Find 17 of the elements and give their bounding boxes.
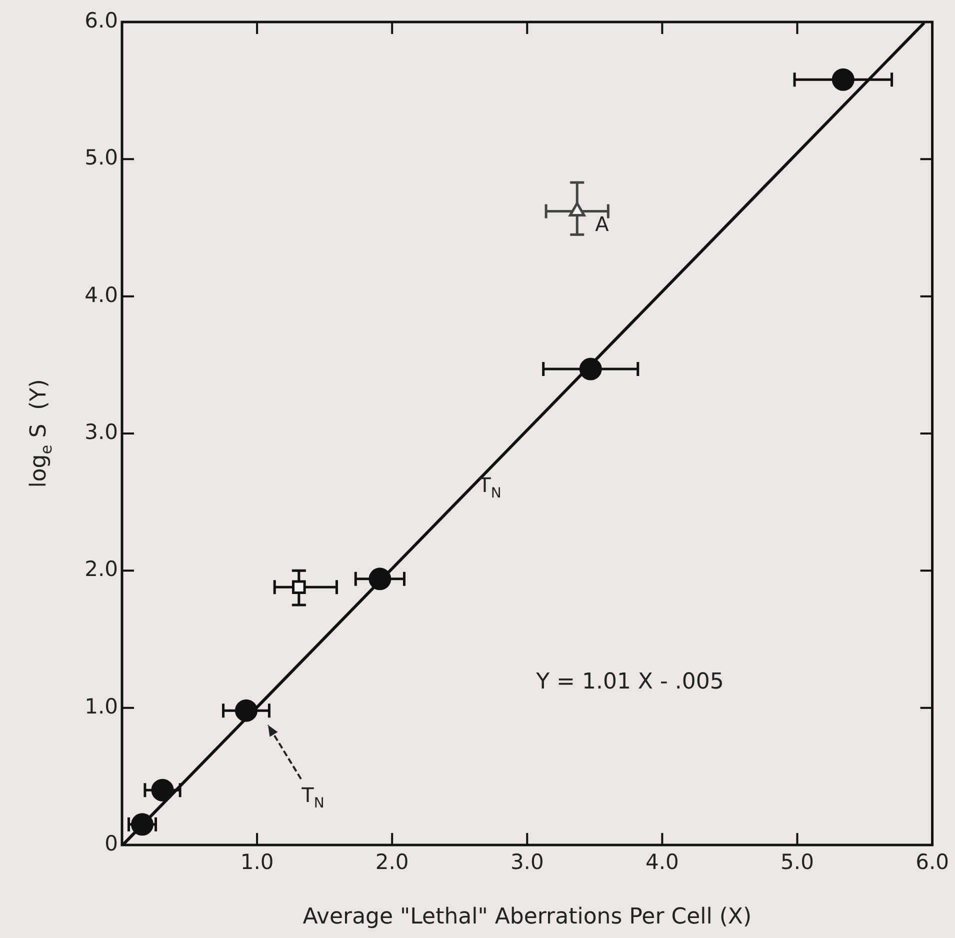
- y-tick-label: 1.0: [84, 694, 118, 718]
- x-tick-label: 6.0: [916, 850, 950, 874]
- y-tick-label: 3.0: [84, 420, 118, 444]
- x-tick-label: 4.0: [646, 850, 679, 874]
- y-tick-label: 0: [104, 831, 118, 856]
- y-tick-label: 5.0: [84, 146, 118, 170]
- x-tick-label: 1.0: [240, 850, 274, 874]
- y-axis-title: loge S (Y): [26, 379, 56, 488]
- y-tick-label: 2.0: [84, 557, 118, 582]
- x-tick-label: 3.0: [510, 850, 544, 874]
- annotation: Y = 1.01 X - .005: [535, 670, 724, 695]
- x-tick-label: 2.0: [375, 850, 409, 874]
- y-tick-label: 6.0: [84, 8, 118, 32]
- y-tick-label: 4.0: [84, 282, 118, 307]
- x-tick-label: 5.0: [780, 850, 814, 874]
- annotation: A: [595, 212, 610, 236]
- x-axis-title: Average "Lethal" Aberrations Per Cell (X): [302, 904, 752, 930]
